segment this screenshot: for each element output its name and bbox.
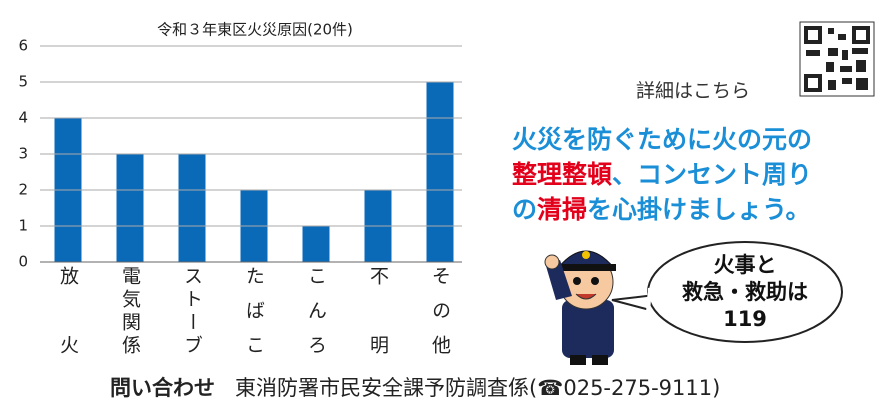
x-tick-label: たばこ (243, 266, 265, 354)
y-tick-label: 1 (18, 217, 28, 235)
y-tick-label: 6 (18, 37, 28, 55)
message-emphasis: 清掃 (537, 195, 588, 224)
message-line: 整理整頓、コンセント周り (512, 157, 812, 192)
bar (116, 154, 144, 262)
x-tick-label: 放火 (57, 266, 79, 354)
y-tick-label: 3 (18, 145, 28, 163)
speech-bubble (611, 241, 843, 343)
x-tick-label: その他 (429, 266, 451, 354)
qr-code (799, 21, 875, 97)
message-text: 、コンセント周り (612, 160, 813, 189)
bubble-line: 119 (723, 307, 767, 331)
message: 火災を防ぐために火の元の 整理整頓、コンセント周り の清掃を心掛けましょう。 (512, 122, 812, 227)
message-text: の (512, 195, 538, 224)
footer-label: 問い合わせ (110, 376, 215, 400)
footer: 問い合わせ 東消防署市民安全課予防調査係(☎025-275-9111) (110, 372, 720, 402)
message-text: を心掛けましょう。 (587, 195, 811, 224)
fireman-illustration (544, 250, 616, 365)
bar (302, 226, 330, 262)
message-line: の清掃を心掛けましょう。 (512, 192, 812, 227)
message-text: 火災を防ぐために火の元の (512, 125, 813, 154)
x-tick-label: こんろ (305, 266, 327, 354)
bubble-line: 火事と (713, 253, 777, 277)
qr-note: 詳細はこちら (636, 80, 751, 102)
message-line: 火災を防ぐために火の元の (512, 122, 812, 157)
chart-title: 令和３年東区火災原因(20件) (157, 21, 353, 39)
y-tick-label: 0 (18, 253, 28, 271)
message-emphasis: 整理整頓 (512, 160, 613, 189)
y-tick-label: 4 (18, 109, 28, 127)
bar (178, 154, 206, 262)
footer-text: 東消防署市民安全課予防調査係(☎025-275-9111) (235, 376, 721, 400)
bar (426, 82, 454, 262)
bubble-line: 救急・救助は (682, 280, 808, 304)
x-tick-label: 電気関係 (119, 266, 141, 354)
x-tick-label: 不明 (367, 266, 389, 354)
y-tick-label: 2 (18, 181, 28, 199)
x-tick-label: ストーブ (181, 266, 203, 354)
y-tick-label: 5 (18, 73, 28, 91)
bubble-text: 火事と 救急・救助は 119 (650, 252, 840, 333)
